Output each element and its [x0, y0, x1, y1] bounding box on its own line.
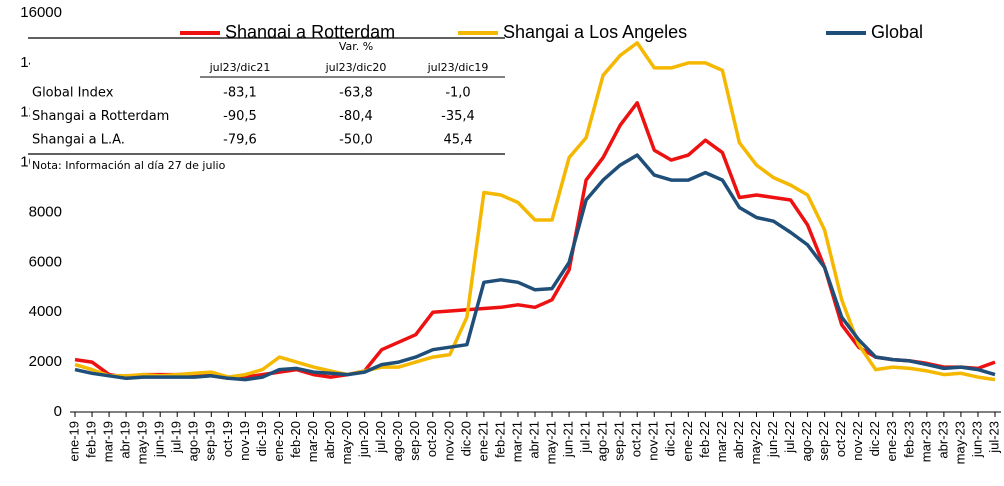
- legend-label: Shangai a Rotterdam: [225, 22, 395, 42]
- x-tick-label: may-19: [135, 421, 150, 464]
- y-tick-label: 2000: [29, 353, 62, 370]
- x-tick-label: jun-19: [152, 421, 167, 458]
- x-tick-label: sep-19: [203, 421, 218, 461]
- x-tick-label: abr-23: [935, 421, 950, 459]
- x-tick-label: abr-21: [526, 421, 541, 459]
- x-tick-label: ago-21: [595, 421, 610, 461]
- x-tick-label: sep-21: [612, 421, 627, 461]
- x-tick-label: ago-22: [799, 421, 814, 461]
- table-cell: 45,4: [444, 133, 473, 148]
- y-tick-label: 8000: [29, 203, 62, 220]
- x-tick-label: jul-19: [169, 421, 184, 454]
- x-tick-label: ago-19: [186, 421, 201, 461]
- x-tick-label: mar-23: [918, 421, 933, 462]
- table-cell: -35,4: [441, 109, 475, 124]
- series-line: [74, 153, 996, 382]
- x-tick-label: sep-20: [407, 421, 422, 461]
- x-tick-label: may-20: [339, 421, 354, 464]
- x-tick-label: sep-22: [816, 421, 831, 461]
- table-cell: -83,1: [223, 86, 257, 101]
- x-tick-label: oct-22: [833, 421, 848, 457]
- table-row-label: Global Index: [32, 86, 114, 101]
- x-tick-label: abr-19: [118, 421, 133, 459]
- x-tick-label: dic-22: [867, 421, 882, 456]
- x-tick-label: jul-21: [578, 421, 593, 454]
- x-tick-label: feb-23: [901, 421, 916, 458]
- table-note: Nota: Información al día 27 de julio: [32, 159, 226, 172]
- x-tick-label: dic-21: [663, 421, 678, 456]
- x-tick-label: mar-20: [305, 421, 320, 462]
- table-column-header: jul23/dic21: [209, 61, 271, 74]
- x-tick-label: nov-21: [646, 421, 661, 461]
- x-tick-label: jun-20: [356, 421, 371, 458]
- y-tick-label: 6000: [29, 253, 62, 270]
- x-tick-label: jul-22: [782, 421, 797, 454]
- x-tick-label: mar-19: [101, 421, 116, 462]
- x-tick-label: jun-22: [765, 421, 780, 458]
- x-tick-label: may-22: [748, 421, 763, 464]
- x-tick-label: nov-19: [237, 421, 252, 461]
- legend-label: Global: [871, 22, 923, 42]
- x-tick-label: oct-20: [424, 421, 439, 457]
- table-cell: -80,4: [339, 109, 373, 124]
- table-cell: -1,0: [445, 86, 470, 101]
- x-tick-label: jun-23: [969, 421, 984, 458]
- x-tick-label: ene-20: [271, 421, 286, 461]
- x-tick-label: mar-21: [509, 421, 524, 462]
- x-tick-label: feb-20: [288, 421, 303, 458]
- x-tick-label: jun-21: [561, 421, 576, 458]
- table-row-label: Shangai a Rotterdam: [32, 109, 169, 124]
- table-group-header: Var. %: [339, 40, 373, 53]
- x-tick-label: oct-19: [220, 421, 235, 457]
- x-tick-label: ene-22: [680, 421, 695, 461]
- legend-label: Shangai a Los Angeles: [503, 22, 687, 42]
- table-cell: -79,6: [223, 133, 257, 148]
- x-tick-label: abr-22: [731, 421, 746, 459]
- x-tick-label: ene-19: [66, 421, 81, 461]
- y-tick-label: 16000: [20, 4, 62, 21]
- table-cell: -50,0: [339, 133, 373, 148]
- x-tick-label: abr-20: [322, 421, 337, 459]
- table-cell: -63,8: [339, 86, 373, 101]
- table-background: [30, 38, 506, 180]
- table-column-header: jul23/dic19: [427, 61, 489, 74]
- x-tick-label: ago-20: [390, 421, 405, 461]
- y-tick-label: 4000: [29, 303, 62, 320]
- x-tick-label: nov-20: [441, 421, 456, 461]
- x-tick-label: oct-21: [629, 421, 644, 457]
- x-tick-label: jul-23: [986, 421, 1001, 454]
- y-tick-label: 0: [54, 403, 62, 420]
- x-tick-label: nov-22: [850, 421, 865, 461]
- x-tick-label: mar-22: [714, 421, 729, 462]
- table-row-label: Shangai a L.A.: [32, 133, 125, 148]
- table-column-header: jul23/dic20: [325, 61, 387, 74]
- x-tick-label: ene-21: [475, 421, 490, 461]
- x-tick-label: dic-20: [458, 421, 473, 456]
- x-tick-label: may-21: [543, 421, 558, 464]
- x-tick-label: may-23: [952, 421, 967, 464]
- x-tick-label: feb-21: [492, 421, 507, 458]
- x-tick-label: dic-19: [254, 421, 269, 456]
- x-tick-label: ene-23: [884, 421, 899, 461]
- x-tick-label: feb-19: [83, 421, 98, 458]
- x-tick-label: feb-22: [697, 421, 712, 458]
- table-cell: -90,5: [223, 109, 257, 124]
- x-tick-label: jul-20: [373, 421, 388, 454]
